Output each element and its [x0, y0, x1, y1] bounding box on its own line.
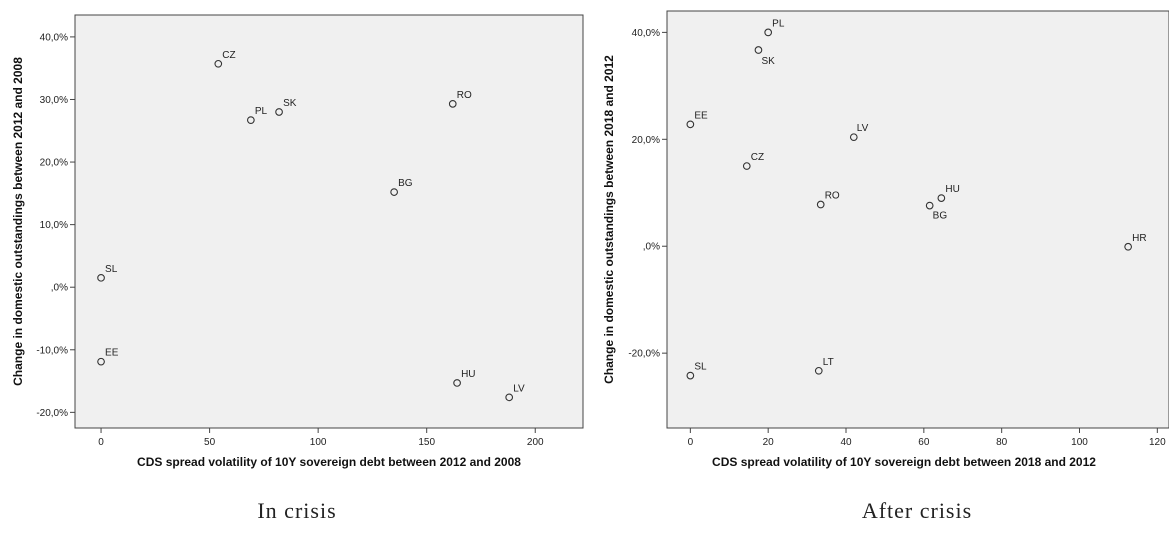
x-tick-label: 0 — [688, 437, 694, 448]
point-ro — [816, 200, 825, 209]
point-label-hr: HR — [1132, 233, 1146, 244]
x-axis-label: CDS spread volatility of 10Y sovereign d… — [712, 455, 1096, 469]
y-tick-label: -20,0% — [628, 349, 660, 360]
point-hr — [1124, 242, 1132, 251]
point-ee — [686, 120, 695, 129]
point-label-sk: SK — [761, 56, 775, 67]
x-tick-label: 50 — [204, 437, 216, 448]
x-tick-label: 120 — [1149, 437, 1166, 448]
y-tick-label: 30,0% — [40, 95, 68, 106]
y-tick-label: 40,0% — [632, 28, 660, 39]
x-tick-label: 80 — [996, 437, 1008, 448]
point-lv — [849, 133, 858, 142]
point-lv — [505, 393, 514, 402]
x-tick-label: 100 — [1071, 437, 1088, 448]
plot-area — [74, 14, 584, 429]
chart-after-crisis: 0 20 40 60 80 100 120 -20,0% ,0% 20,0% 40,0% CDS sp… — [602, 10, 1169, 469]
x-tick-label: 0 — [98, 437, 104, 448]
point-ro — [448, 100, 457, 108]
x-tick-label: 60 — [918, 437, 930, 448]
point-lt — [814, 366, 823, 375]
y-tick-label: 20,0% — [40, 158, 68, 169]
point-label-pl: PL — [255, 106, 268, 117]
point-bg — [925, 201, 934, 210]
point-sk — [275, 108, 283, 116]
y-axis-label: Change in domestic outstandings between … — [11, 57, 25, 386]
point-bg — [390, 188, 398, 196]
y-tick-label: 40,0% — [40, 32, 68, 43]
point-cz — [742, 162, 751, 170]
point-label-lv: LV — [513, 383, 525, 394]
y-axis-label: Change in domestic outstandings between … — [602, 55, 616, 384]
plot-area — [666, 10, 1169, 429]
y-tick-label: ,0% — [643, 242, 660, 253]
point-pl — [246, 116, 255, 124]
x-tick-label: 20 — [763, 437, 775, 448]
chart-in-crisis: 0 50 100 150 200 -20,0% -10,0% ,0% 10,0% 20,0% 30,… — [11, 14, 584, 469]
point-label-ro: RO — [825, 191, 840, 202]
point-label-bg: BG — [933, 211, 948, 222]
y-tick-label: 10,0% — [40, 220, 68, 231]
point-label-ee: EE — [105, 348, 119, 359]
point-label-lv: LV — [857, 123, 869, 134]
x-tick-label: 40 — [840, 437, 852, 448]
x-tick-label: 100 — [310, 437, 327, 448]
point-label-sl: SL — [694, 362, 707, 373]
y-tick-label: 20,0% — [632, 135, 660, 146]
point-label-sk: SK — [283, 98, 297, 109]
y-tick-label: -20,0% — [36, 408, 68, 419]
x-axis-label: CDS spread volatility of 10Y sovereign d… — [137, 455, 521, 469]
point-label-cz: CZ — [751, 152, 764, 163]
x-tick-label: 200 — [527, 437, 544, 448]
point-label-pl: PL — [772, 18, 785, 29]
caption-after-crisis: After crisis — [861, 498, 973, 523]
point-sl — [97, 273, 105, 282]
point-label-hu: HU — [461, 369, 475, 380]
point-hu — [453, 379, 461, 387]
x-tick-label: 150 — [418, 437, 435, 448]
y-tick-label: ,0% — [51, 283, 68, 294]
point-label-bg: BG — [398, 178, 413, 189]
point-sk — [754, 46, 763, 54]
point-label-lt: LT — [823, 357, 834, 368]
point-cz — [214, 59, 223, 68]
point-label-cz: CZ — [222, 50, 235, 61]
point-pl — [764, 28, 773, 37]
point-label-ro: RO — [457, 90, 472, 101]
point-sl — [686, 371, 695, 380]
point-hu — [937, 194, 946, 202]
point-label-ee: EE — [694, 110, 708, 121]
caption-in-crisis: In crisis — [257, 498, 337, 523]
point-ee — [97, 357, 105, 366]
point-label-sl: SL — [105, 264, 118, 275]
point-label-hu: HU — [945, 184, 959, 195]
y-tick-label: -10,0% — [36, 345, 68, 356]
